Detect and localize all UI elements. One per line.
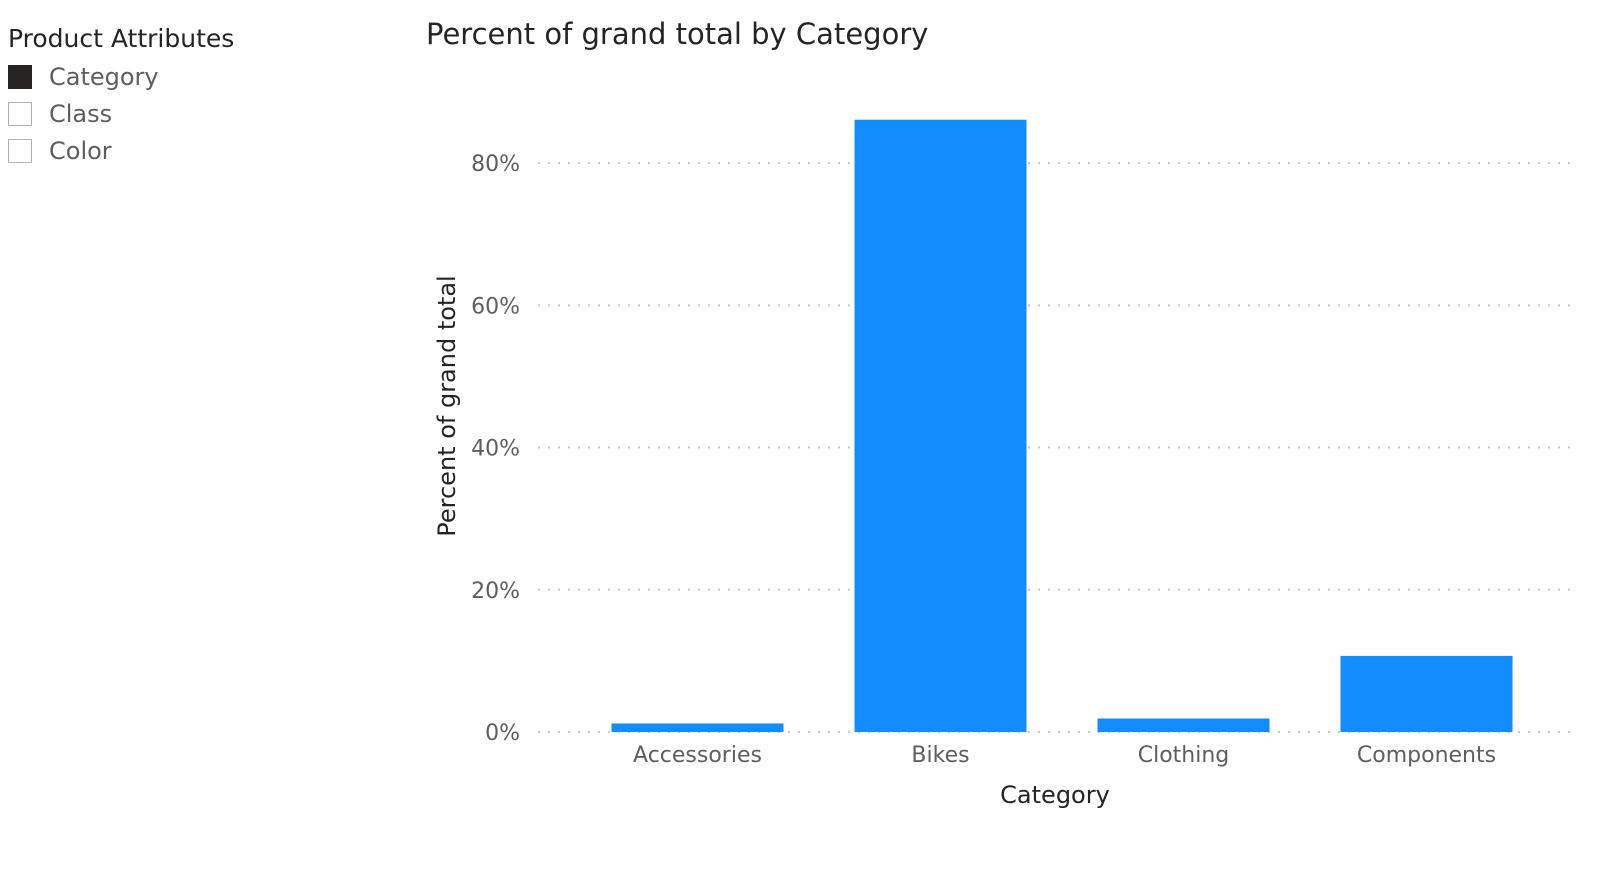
x-tick-label: Clothing (1138, 743, 1230, 768)
bar-accessories[interactable] (611, 723, 784, 732)
x-tick-label: Accessories (633, 743, 762, 768)
slicer-item-class[interactable]: Class (8, 95, 308, 132)
checkbox-checked-icon[interactable] (8, 64, 32, 89)
x-tick-label: Components (1357, 743, 1496, 768)
chart-title: Percent of grand total by Category (426, 17, 929, 51)
y-tick-label: 40% (471, 437, 520, 462)
y-tick-label: 80% (471, 152, 520, 177)
y-tick-label: 0% (485, 721, 520, 746)
y-axis-title: Percent of grand total (433, 275, 461, 536)
slicer-item-label: Category (49, 62, 159, 91)
x-axis-ticks: Accessories Bikes Clothing Components (633, 743, 1496, 768)
slicer-item-color[interactable]: Color (8, 132, 308, 169)
product-attributes-slicer: Product Attributes Category Class Color (8, 20, 308, 169)
y-tick-label: 20% (471, 579, 520, 604)
slicer-item-category[interactable]: Category (8, 58, 308, 95)
y-tick-label: 60% (471, 294, 520, 319)
bars (611, 119, 1513, 732)
slicer-title: Product Attributes (8, 24, 235, 53)
bar-bikes[interactable] (854, 119, 1027, 732)
bar-clothing[interactable] (1097, 718, 1270, 732)
checkbox-unchecked-icon[interactable] (8, 101, 32, 126)
slicer-item-label: Class (49, 99, 113, 128)
bar-components[interactable] (1340, 655, 1513, 732)
checkbox-unchecked-icon[interactable] (8, 138, 32, 163)
slicer-item-label: Color (49, 136, 112, 165)
gridlines (538, 162, 1576, 733)
x-axis-title: Category (1000, 781, 1110, 809)
y-axis-ticks: 0% 20% 40% 60% 80% (471, 152, 520, 746)
x-tick-label: Bikes (911, 743, 969, 768)
